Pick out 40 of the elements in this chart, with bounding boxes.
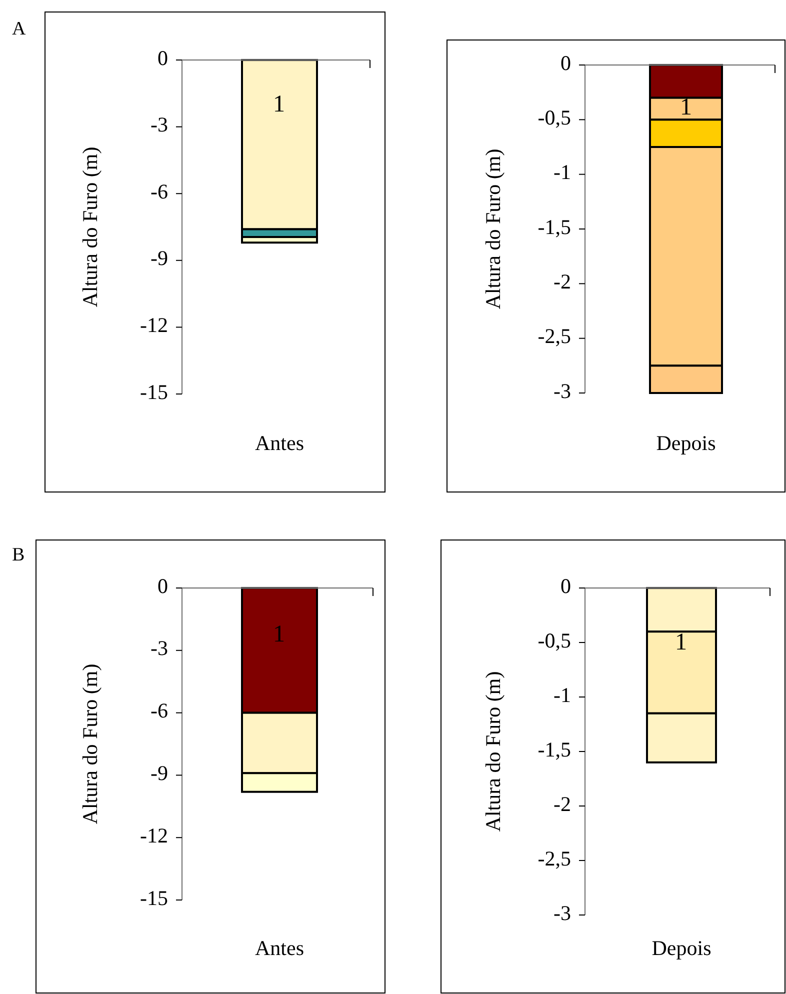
y-tick-label: -12 <box>140 823 168 848</box>
y-tick-label: 0 <box>158 574 168 598</box>
text: A <box>12 18 26 40</box>
y-tick-label: 0 <box>560 574 571 598</box>
y-tick-label: -1,5 <box>538 214 571 239</box>
y-axis-title: Altura do Furo (m) <box>78 664 102 824</box>
y-tick-label: -9 <box>150 761 168 786</box>
x-tick-label: Depois <box>656 431 716 455</box>
y-tick-label: -2 <box>554 269 571 294</box>
y-tick-label: -2,5 <box>538 324 571 348</box>
y-tick-label: -9 <box>150 246 168 270</box>
y-axis-title: Altura do Furo (m) <box>480 671 505 832</box>
annotation: 1 <box>675 630 687 656</box>
y-axis-title: Altura do Furo (m) <box>78 146 102 308</box>
x-tick-label: Depois <box>652 936 712 960</box>
y-tick-label: -12 <box>140 313 168 338</box>
annotation: 1 <box>680 94 692 121</box>
y-tick-label: -1,5 <box>538 737 571 762</box>
y-tick-label: -2,5 <box>538 846 571 870</box>
y-tick-label: -3 <box>554 378 571 403</box>
y-tick-label: -1 <box>554 160 571 184</box>
y-tick-label: -1 <box>554 682 571 707</box>
y-tick-label: -15 <box>140 886 168 910</box>
x-tick-label: Antes <box>255 936 304 960</box>
y-tick-label: -6 <box>150 698 168 723</box>
y-tick-label: 0 <box>158 46 168 70</box>
annotation: 1 <box>273 622 285 648</box>
y-tick-label: -3 <box>554 900 571 925</box>
annotation: 1 <box>273 92 285 118</box>
y-tick-label: -2 <box>554 792 571 816</box>
y-tick-label: -3 <box>150 636 168 660</box>
y-tick-label: -3 <box>150 112 168 137</box>
x-tick-label: Antes <box>255 431 304 455</box>
y-tick-label: -6 <box>150 179 168 204</box>
y-tick-label: -0,5 <box>538 105 571 130</box>
text: B <box>12 544 25 566</box>
y-tick-label: 0 <box>560 50 571 75</box>
y-tick-label: -0,5 <box>538 628 571 652</box>
y-axis-title: Altura do Furo (m) <box>480 148 505 310</box>
y-tick-label: -15 <box>140 380 168 404</box>
